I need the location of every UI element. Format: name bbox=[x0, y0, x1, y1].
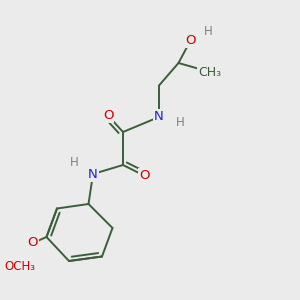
Text: CH₃: CH₃ bbox=[198, 65, 222, 79]
Text: OCH₃: OCH₃ bbox=[4, 260, 35, 274]
Text: H: H bbox=[204, 25, 213, 38]
Text: N: N bbox=[88, 167, 98, 181]
Text: O: O bbox=[139, 169, 149, 182]
Text: H: H bbox=[70, 156, 79, 169]
Text: O: O bbox=[28, 236, 38, 250]
Text: N: N bbox=[154, 110, 164, 124]
Text: H: H bbox=[176, 116, 184, 130]
Text: O: O bbox=[103, 109, 113, 122]
Text: O: O bbox=[185, 34, 196, 47]
